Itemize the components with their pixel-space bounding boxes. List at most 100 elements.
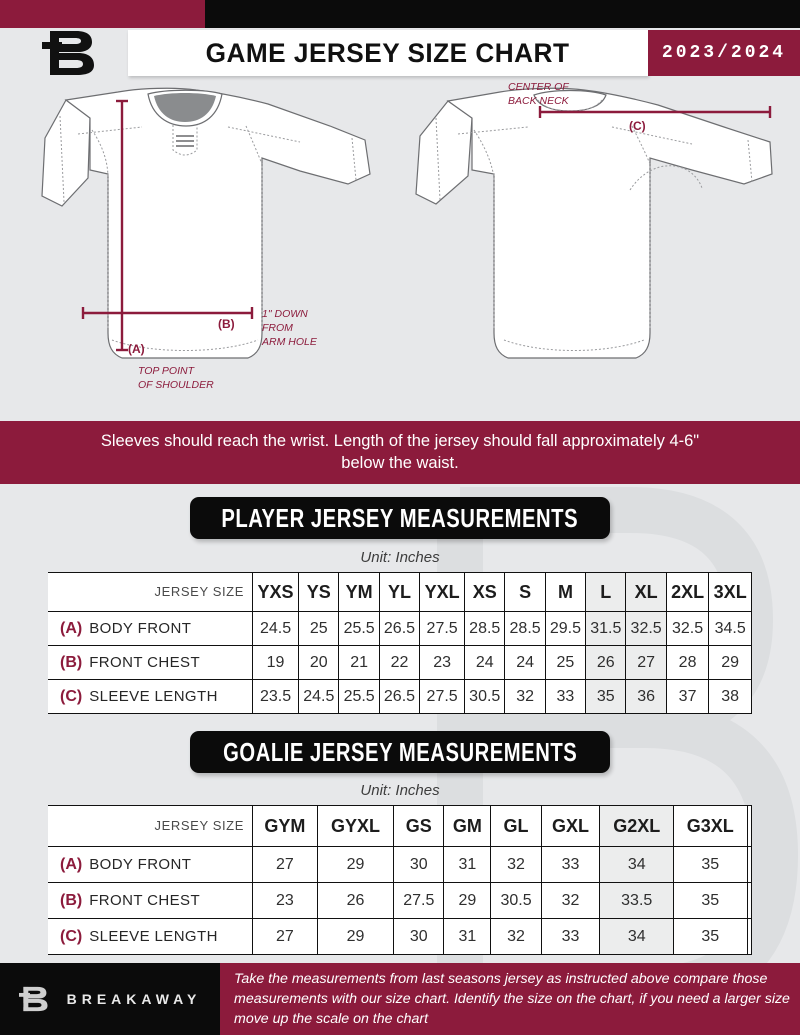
measurement-value-cell: 26 bbox=[316, 882, 395, 919]
measurement-label-cell: (B) FRONT CHEST bbox=[48, 882, 253, 919]
measurement-name: FRONT CHEST bbox=[89, 654, 201, 671]
measurement-value-cell: 28.5 bbox=[504, 611, 546, 646]
measurement-value-cell: 29 bbox=[316, 846, 395, 883]
measurement-value-cell: 29 bbox=[708, 645, 752, 680]
measurement-value-cell: 27 bbox=[252, 846, 318, 883]
measurement-value-cell: 38 bbox=[708, 679, 752, 714]
measurement-value-cell: 32 bbox=[504, 679, 546, 714]
size-header-cell: YXL bbox=[419, 572, 466, 612]
player-section-title-pill: PLAYER JERSEY MEASUREMENTS bbox=[190, 497, 610, 539]
measurement-value-cell: 33 bbox=[540, 846, 601, 883]
table-row: (C) SLEEVE LENGTH 23.5 24.5 25.5 26.5 27.5 30.5… bbox=[48, 679, 752, 714]
size-header-cell: GYM bbox=[252, 805, 318, 847]
table-header-row: JERSEY SIZE GYM GYXL GS GM GL GXL G2XL G3XL bbox=[48, 805, 753, 847]
footer-note-text: Take the measurements from last seasons … bbox=[234, 970, 790, 1028]
size-header-cell: YXS bbox=[251, 572, 300, 612]
measurement-value-cell: 27 bbox=[252, 918, 318, 955]
measurement-value-cell: 23 bbox=[419, 645, 466, 680]
measurement-value-cell: 31 bbox=[443, 846, 492, 883]
jersey-size-header-label: JERSEY SIZE bbox=[154, 584, 244, 599]
measurement-value-cell: 30 bbox=[393, 846, 445, 883]
size-header-cell: YL bbox=[378, 572, 421, 612]
measurement-value-cell: 33 bbox=[544, 679, 587, 714]
banner-text: Sleeves should reach the wrist. Length o… bbox=[100, 431, 700, 472]
measurement-value-cell: 28.5 bbox=[464, 611, 506, 646]
jersey-size-header-label: JERSEY SIZE bbox=[154, 818, 244, 833]
page-title-plate: GAME JERSEY SIZE CHART bbox=[128, 30, 648, 76]
size-header-cell: G3XL bbox=[672, 805, 748, 847]
front-note-b-line2: FROM bbox=[262, 322, 293, 334]
measurement-value-cell: 25.5 bbox=[338, 679, 380, 714]
goalie-section-title-pill: GOALIE JERSEY MEASUREMENTS bbox=[190, 731, 610, 773]
front-marker-a: (A) bbox=[128, 342, 145, 356]
front-note-b-line3: ARM HOLE bbox=[261, 336, 318, 348]
measurement-value-cell: 27.5 bbox=[393, 882, 445, 919]
measurement-value-cell: 24 bbox=[504, 645, 546, 680]
measurement-value-cell: 19 bbox=[251, 645, 300, 680]
measurement-name: SLEEVE LENGTH bbox=[89, 688, 218, 705]
size-header-cell: G2XL bbox=[599, 805, 674, 847]
measurement-value-cell: 35 bbox=[585, 679, 627, 714]
measurement-value-cell: 34 bbox=[599, 846, 674, 883]
measurement-value-cell: 29 bbox=[443, 882, 492, 919]
measurement-code: (B) bbox=[60, 653, 83, 671]
measurement-code: (A) bbox=[60, 855, 83, 873]
page-footer: BREAKAWAY Take the measurements from las… bbox=[0, 963, 800, 1035]
player-measurements-table: JERSEY SIZE YXS YS YM YL YXL XS S M L XL 2XL 3XL (A) B… bbox=[48, 572, 752, 714]
measurement-value-cell: 27.5 bbox=[419, 679, 466, 714]
measurement-value-cell: 32.5 bbox=[665, 611, 710, 646]
footer-note-panel: Take the measurements from last seasons … bbox=[220, 963, 800, 1035]
table-row: (A) BODY FRONT 24.5 25 25.5 26.5 27.5 28.5 28.5 2… bbox=[48, 611, 752, 646]
top-bar-maroon-segment bbox=[0, 0, 205, 28]
measurement-label-cell: (A) BODY FRONT bbox=[48, 611, 253, 646]
table-row: (B) FRONT CHEST 19 20 21 22 23 24 24 25 26 27 28 29 bbox=[48, 645, 752, 680]
front-note-a-line2: OF SHOULDER bbox=[138, 379, 214, 391]
measurement-value-cell: 25 bbox=[544, 645, 587, 680]
size-header-cell: 2XL bbox=[665, 572, 710, 612]
measurement-label-cell: (C) SLEEVE LENGTH bbox=[48, 679, 253, 714]
footer-brand-name: BREAKAWAY bbox=[66, 991, 202, 1007]
measurement-name: FRONT CHEST bbox=[89, 892, 201, 909]
measurement-value-cell: 24.5 bbox=[298, 679, 340, 714]
measurement-value-cell: 29.5 bbox=[544, 611, 587, 646]
measurement-value-cell: 30.5 bbox=[464, 679, 506, 714]
size-header-cell: M bbox=[544, 572, 587, 612]
back-marker-c: (C) bbox=[629, 119, 646, 133]
back-dimension-lines bbox=[538, 106, 772, 118]
measurement-value-cell: 28 bbox=[665, 645, 710, 680]
measurement-label-cell: (B) FRONT CHEST bbox=[48, 645, 253, 680]
back-note-neck-line1: CENTER OF bbox=[508, 81, 569, 93]
measurement-value-cell: 24.5 bbox=[251, 611, 300, 646]
size-header-cell: YM bbox=[338, 572, 380, 612]
front-jersey-illustration bbox=[41, 87, 371, 359]
goalie-unit-label: Unit: Inches bbox=[360, 782, 440, 799]
player-unit-label: Unit: Inches bbox=[360, 549, 440, 566]
measurement-code: (A) bbox=[60, 619, 83, 637]
goalie-measurements-table: JERSEY SIZE GYM GYXL GS GM GL GXL G2XL G3XL (A) BO… bbox=[48, 805, 753, 955]
measurement-value-cell: 23 bbox=[252, 882, 318, 919]
measurement-value-cell: 30 bbox=[393, 918, 445, 955]
measurement-value-cell: 34.5 bbox=[708, 611, 752, 646]
jersey-diagrams: .out{fill:#fff;stroke:#6d6e71;stroke-wid… bbox=[0, 78, 800, 416]
size-header-cell: GYXL bbox=[316, 805, 395, 847]
measurement-value-cell: 25.5 bbox=[338, 611, 380, 646]
table-row: (C) SLEEVE LENGTH 27 29 30 31 32 33 34 35 bbox=[48, 918, 753, 955]
back-jersey-illustration bbox=[415, 87, 773, 359]
season-label: 2023/2024 bbox=[661, 43, 787, 63]
size-header-cell: 3XL bbox=[708, 572, 752, 612]
table-row: (B) FRONT CHEST 23 26 27.5 29 30.5 32 33.5 35 bbox=[48, 882, 753, 919]
measurement-value-cell: 25 bbox=[298, 611, 340, 646]
size-header-cell: S bbox=[504, 572, 546, 612]
goalie-section-title: GOALIE JERSEY MEASUREMENTS bbox=[222, 736, 578, 766]
measurement-value-cell: 32 bbox=[540, 882, 601, 919]
measurement-value-cell: 24 bbox=[464, 645, 506, 680]
breakaway-b-logo-icon bbox=[42, 31, 94, 75]
measurement-value-cell: 35 bbox=[672, 846, 748, 883]
table-row: (A) BODY FRONT 27 29 30 31 32 33 34 35 bbox=[48, 846, 753, 883]
measurement-value-cell bbox=[746, 918, 753, 955]
size-header-cell: GXL bbox=[540, 805, 601, 847]
size-header-cell: GM bbox=[443, 805, 492, 847]
page-header: GAME JERSEY SIZE CHART 2023/2024 bbox=[0, 28, 800, 78]
measurement-value-cell: 32 bbox=[490, 918, 542, 955]
